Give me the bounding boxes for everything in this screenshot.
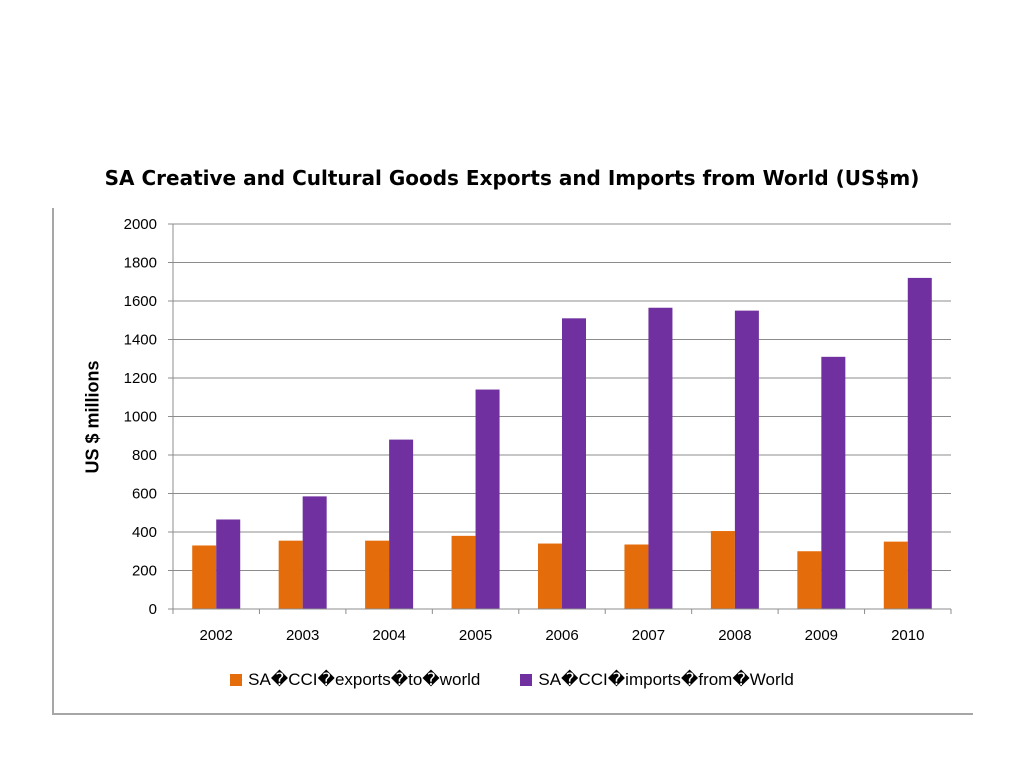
y-tick-label: 1000 [124, 409, 157, 426]
bar-imports-2010 [907, 277, 932, 609]
axes: 0 200 400 600 800 1000 1200 1400 1600 1800 2000 200… [124, 216, 952, 644]
legend-item-exports: SA�CCI�exports�to�world [230, 670, 480, 690]
legend: SA�CCI�exports�to�world SA�CCI�imports�fr… [0, 670, 1024, 690]
x-tick-label: 2004 [372, 627, 405, 644]
bar-imports-2007 [648, 307, 673, 609]
bar-imports-2004 [389, 439, 414, 609]
x-tick-label: 2007 [632, 627, 665, 644]
y-tick-label: 1800 [124, 255, 157, 272]
y-tick-label: 200 [132, 563, 157, 580]
y-tick-label: 800 [132, 447, 157, 464]
bar-imports-2003 [302, 496, 327, 609]
bar-exports-2009 [797, 551, 822, 609]
x-tick-label: 2008 [718, 627, 751, 644]
x-tick-label: 2006 [545, 627, 578, 644]
bar-exports-2004 [365, 540, 390, 609]
y-tick-label: 1400 [124, 332, 157, 349]
x-tick-label: 2010 [891, 627, 924, 644]
bars [192, 277, 932, 609]
bar-imports-2002 [216, 519, 241, 609]
bar-exports-2008 [710, 531, 735, 609]
bar-exports-2007 [624, 544, 649, 609]
bar-imports-2005 [475, 389, 500, 609]
x-tick-label: 2002 [200, 627, 233, 644]
bar-exports-2006 [538, 543, 562, 609]
x-tick-label: 2009 [805, 627, 838, 644]
bar-imports-2009 [821, 356, 846, 609]
chart-frame-bottom-border [52, 713, 973, 715]
y-tick-label: 1600 [124, 293, 157, 310]
chart-frame-left-border [52, 208, 54, 714]
y-tick-label: 0 [149, 601, 157, 618]
y-tick-label: 1200 [124, 370, 157, 387]
legend-swatch [520, 674, 533, 686]
legend-label: SA�CCI�exports�to�world [248, 670, 481, 689]
y-tick-label: 400 [132, 524, 157, 541]
bar-exports-2010 [883, 541, 908, 609]
bar-exports-2005 [451, 535, 476, 609]
y-tick-label: 600 [132, 486, 157, 503]
legend-swatch [230, 674, 243, 686]
legend-item-imports: SA�CCI�imports�from�World [520, 670, 794, 690]
legend-label: SA�CCI�imports�from�World [538, 670, 794, 689]
bar-imports-2008 [734, 310, 759, 609]
chart-title: SA Creative and Cultural Goods Exports a… [104, 166, 920, 190]
x-tick-label: 2005 [459, 627, 492, 644]
x-tick-label: 2003 [286, 627, 319, 644]
bar-exports-2002 [192, 545, 217, 609]
y-tick-label: 2000 [124, 216, 157, 233]
bar-exports-2003 [278, 540, 303, 609]
bar-imports-2006 [562, 318, 586, 609]
